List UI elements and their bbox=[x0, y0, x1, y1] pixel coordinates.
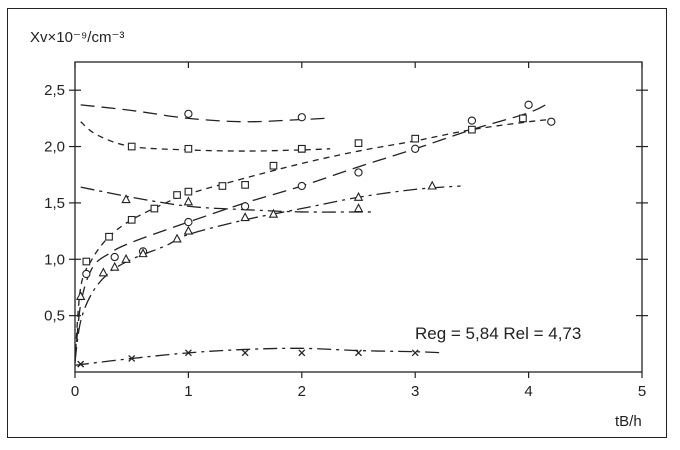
square-point bbox=[173, 191, 181, 199]
triangle-point bbox=[121, 253, 131, 263]
circle-point bbox=[110, 252, 119, 262]
triangle-point bbox=[353, 203, 364, 213]
triangle-point bbox=[268, 208, 279, 218]
cross-point bbox=[411, 349, 419, 357]
square-point bbox=[127, 142, 136, 151]
circle-point bbox=[297, 181, 306, 191]
circle-point bbox=[240, 202, 250, 211]
series-curve-2 bbox=[74, 118, 552, 361]
triangle-point bbox=[172, 233, 182, 243]
cross-point bbox=[298, 349, 306, 357]
square-point bbox=[218, 182, 227, 190]
circle-point bbox=[297, 113, 306, 122]
circle-point bbox=[184, 109, 193, 119]
circle-point bbox=[547, 117, 556, 126]
triangle-point bbox=[240, 212, 250, 222]
triangle-point bbox=[109, 261, 120, 271]
y-axis-title: Xv×10⁻⁹/cm⁻³ bbox=[30, 29, 124, 46]
circle-point bbox=[411, 144, 420, 153]
x-tick-label: 4 bbox=[524, 383, 532, 400]
square-point bbox=[411, 134, 420, 143]
cross-point bbox=[355, 349, 362, 357]
circle-point bbox=[184, 217, 193, 227]
cross-point bbox=[77, 360, 85, 368]
square-point bbox=[468, 125, 476, 134]
y-tick-label: 1,0 bbox=[44, 251, 65, 268]
triangle-point bbox=[138, 248, 148, 258]
series-curve-4 bbox=[74, 185, 461, 361]
x-axis-title: tB/h bbox=[615, 413, 642, 430]
triangle-point bbox=[353, 191, 364, 201]
square-point bbox=[105, 232, 113, 241]
circle-point bbox=[82, 269, 91, 279]
y-tick-label: 2,5 bbox=[44, 82, 65, 99]
x-tick-label: 3 bbox=[411, 383, 419, 400]
y-tick-label: 0,5 bbox=[44, 308, 65, 325]
circle-point bbox=[467, 116, 477, 125]
x-tick-label: 2 bbox=[298, 383, 306, 400]
reynolds-annotation: Reg = 5,84 Rel = 4,73 bbox=[415, 324, 581, 343]
cross-point bbox=[241, 349, 249, 357]
triangle-point bbox=[427, 180, 437, 190]
circle-point bbox=[524, 100, 533, 109]
triangle-point bbox=[183, 225, 194, 235]
square-point bbox=[519, 114, 527, 123]
series-curve-3 bbox=[80, 121, 331, 152]
square-point bbox=[269, 161, 278, 170]
triangle-point bbox=[75, 291, 86, 301]
square-point bbox=[184, 144, 193, 153]
square-point bbox=[241, 181, 249, 189]
plot-area-border bbox=[74, 61, 643, 373]
circle-point bbox=[354, 168, 363, 177]
square-point bbox=[297, 144, 306, 153]
figure-frame bbox=[7, 8, 667, 438]
square-point bbox=[127, 215, 136, 224]
x-tick-label: 1 bbox=[184, 383, 192, 400]
y-tick-label: 1,5 bbox=[44, 195, 65, 212]
series-curve-1 bbox=[80, 104, 325, 123]
x-tick-label: 5 bbox=[638, 383, 646, 400]
axes: 0 1 2 3 4 5 0,5 1,0 1,5 2,0 2,5 bbox=[44, 61, 648, 400]
cross-point bbox=[184, 349, 192, 357]
x-tick-label: 0 bbox=[71, 383, 79, 400]
y-tick-label: 2,0 bbox=[44, 139, 65, 156]
square-point bbox=[82, 257, 91, 266]
series-curve-6 bbox=[74, 347, 444, 366]
triangle-point bbox=[98, 267, 109, 277]
square-point bbox=[150, 204, 159, 213]
data-points bbox=[75, 100, 556, 368]
triangle-point bbox=[121, 194, 131, 204]
triangle-point bbox=[183, 196, 194, 206]
square-point bbox=[184, 187, 193, 196]
square-point bbox=[354, 139, 363, 148]
cross-point bbox=[128, 355, 136, 362]
